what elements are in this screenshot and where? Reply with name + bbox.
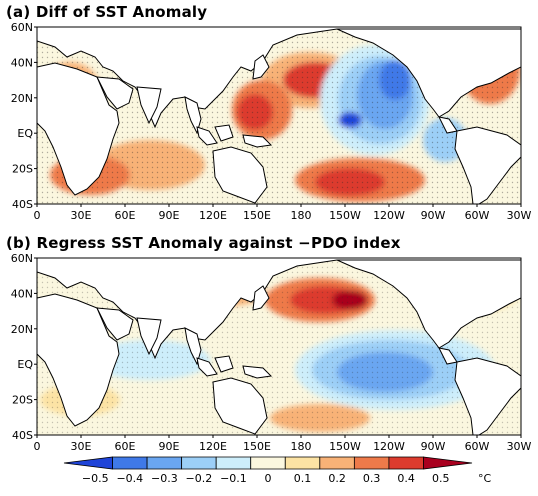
colorbar-swatch xyxy=(112,456,148,470)
colorbar-swatch xyxy=(215,456,252,470)
colorbar-swatch xyxy=(284,456,321,470)
colorbar-swatch xyxy=(63,456,113,470)
lat-tick-label: 40S xyxy=(12,429,33,442)
lon-tick-label: 90E xyxy=(159,440,180,453)
lon-tick-label: 120W xyxy=(373,440,405,453)
lat-tick-label: 20S xyxy=(12,394,33,407)
lon-tick-label: 60W xyxy=(465,440,490,453)
lon-tick-label: 30W xyxy=(507,209,532,222)
lon-tick-label: 90W xyxy=(421,209,446,222)
lon-tick-label: 30W xyxy=(507,440,532,453)
colorbar-label: 0.4 xyxy=(397,472,415,485)
panel-a-title: (a) Diff of SST Anomaly xyxy=(6,3,208,21)
colorbar-label: −0.2 xyxy=(186,472,213,485)
colorbar-unit: °C xyxy=(478,472,492,485)
lon-tick-label: 60E xyxy=(115,209,136,222)
lon-tick-label: 30E xyxy=(71,440,92,453)
lon-tick-label: 180 xyxy=(291,209,312,222)
lat-tick-label: 60N xyxy=(11,252,33,265)
colorbar-swatch xyxy=(250,456,286,470)
colorbar-label: −0.4 xyxy=(116,472,143,485)
lon-tick-label: 150W xyxy=(329,209,361,222)
colorbar-label: 0.2 xyxy=(328,472,346,485)
lon-tick-label: 120E xyxy=(199,209,227,222)
colorbar-swatch xyxy=(388,456,424,470)
lat-tick-label: 40S xyxy=(12,198,33,211)
lat-tick-label: 60N xyxy=(11,21,33,34)
lon-tick-label: 60W xyxy=(465,209,490,222)
lat-tick-label: 20N xyxy=(11,92,33,105)
colorbar-label: −0.3 xyxy=(151,472,178,485)
colorbar-swatch xyxy=(353,456,390,470)
colorbar-swatch xyxy=(423,456,473,470)
lon-tick-label: 90W xyxy=(421,440,446,453)
colorbar: −0.5 −0.4 −0.3 −0.2 −0.1 0 0.1 0.2 0.3 0.4 0.5 °C xyxy=(63,456,492,485)
panel-b-title: (b) Regress SST Anomaly against −PDO ind… xyxy=(6,234,401,252)
lon-tick-label: 120W xyxy=(373,209,405,222)
colorbar-label: 0.1 xyxy=(294,472,312,485)
lon-tick-label: 150W xyxy=(329,440,361,453)
lon-tick-label: 60E xyxy=(115,440,136,453)
lon-tick-label: 180 xyxy=(291,440,312,453)
lat-tick-label: EQ xyxy=(17,127,33,140)
colorbar-swatch xyxy=(181,456,217,470)
lat-tick-label: 20N xyxy=(11,323,33,336)
colorbar-label: 0.3 xyxy=(363,472,381,485)
lon-tick-label: 30E xyxy=(71,209,92,222)
lon-tick-label: 0 xyxy=(34,209,41,222)
colorbar-label: 0.5 xyxy=(432,472,450,485)
lon-tick-label: 150E xyxy=(243,440,271,453)
colorbar-swatch xyxy=(146,456,183,470)
lat-tick-label: 40N xyxy=(11,56,33,69)
panel-a-frame xyxy=(36,26,522,205)
lon-tick-label: 0 xyxy=(34,440,41,453)
colorbar-label: 0 xyxy=(265,472,272,485)
panel-b-frame xyxy=(36,257,522,436)
lon-tick-label: 150E xyxy=(243,209,271,222)
lat-tick-label: 20S xyxy=(12,163,33,176)
lat-tick-label: 40N xyxy=(11,287,33,300)
colorbar-swatch xyxy=(319,456,355,470)
colorbar-label: −0.1 xyxy=(220,472,247,485)
lon-tick-label: 120E xyxy=(199,440,227,453)
lat-tick-label: EQ xyxy=(17,358,33,371)
colorbar-label: −0.5 xyxy=(82,472,109,485)
lon-tick-label: 90E xyxy=(159,209,180,222)
